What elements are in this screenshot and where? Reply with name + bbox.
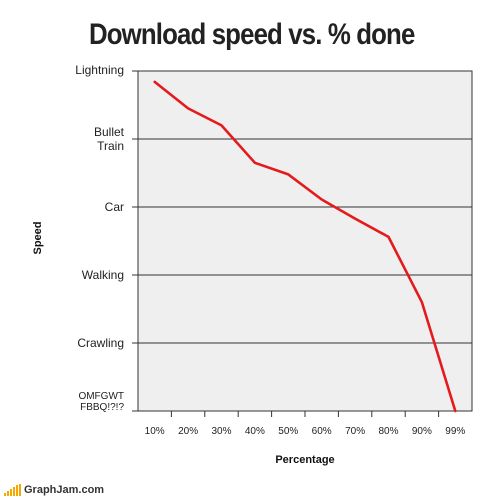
- x-axis-ticks: [170, 411, 440, 417]
- x-tick-label: 30%: [211, 426, 232, 437]
- x-axis-title: Percentage: [275, 454, 335, 466]
- y-tick-label: Bullet Train: [93, 125, 124, 153]
- gridlines: [138, 138, 472, 344]
- plot-area: [137, 70, 473, 412]
- x-tick-label: 40%: [244, 426, 265, 437]
- x-tick-label: 60%: [311, 426, 332, 437]
- bar-chart-logo-icon: [4, 484, 21, 496]
- y-axis-title: Speed: [32, 221, 44, 255]
- y-tick-label: Crawling: [77, 336, 124, 350]
- footer-brand[interactable]: GraphJam.com: [4, 482, 104, 496]
- y-tick-label: OMFGWT FBBQ!?!?: [78, 391, 124, 413]
- x-tick-label: 80%: [378, 426, 399, 437]
- y-tick-label: Walking: [81, 268, 124, 282]
- y-axis-ticks: [132, 70, 138, 412]
- x-tick-label: 70%: [345, 426, 366, 437]
- x-tick-label: 90%: [411, 426, 432, 437]
- x-tick-label: 10%: [144, 426, 165, 437]
- chart-title: Download speed vs. % done: [89, 18, 415, 51]
- x-tick-label: 50%: [278, 426, 299, 437]
- series-line: [153, 80, 457, 413]
- y-tick-label: Lightning: [75, 63, 124, 77]
- x-tick-label: 20%: [178, 426, 199, 437]
- x-tick-label: 99%: [445, 426, 466, 437]
- footer-brand-text: GraphJam.com: [24, 484, 105, 496]
- y-tick-label: Car: [104, 200, 124, 214]
